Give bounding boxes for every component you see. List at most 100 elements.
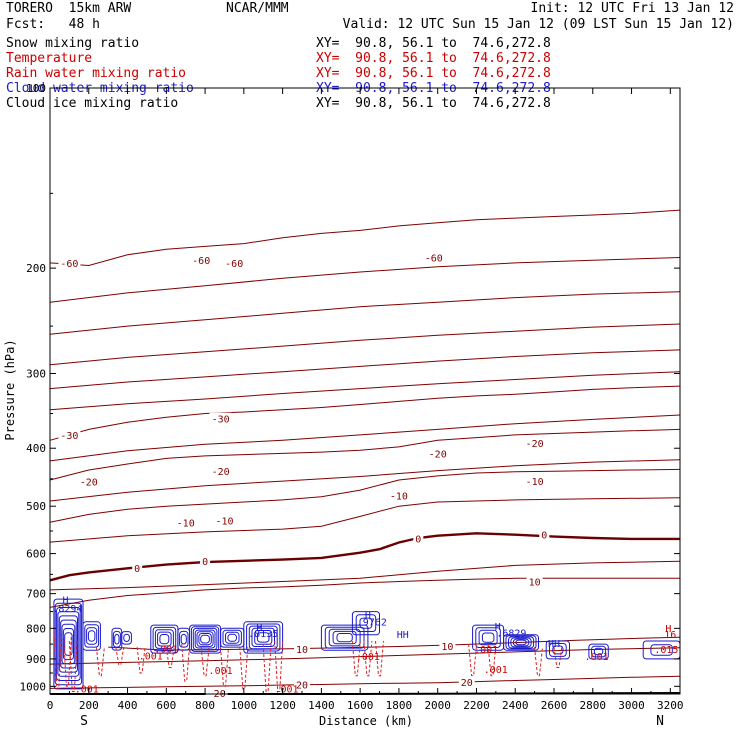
cloud-water-contour: [87, 630, 96, 642]
rain-water-contour: [181, 644, 191, 682]
cloud-water-contour: [320, 624, 369, 651]
cloud-water-contour: [359, 617, 373, 629]
cloud-water-contour: [192, 627, 218, 651]
y-axis-label: Pressure (hPa): [3, 339, 17, 440]
cloud-water-contour: [227, 633, 237, 642]
cloud-water-contour: [545, 640, 571, 660]
isotherm-label-bg: [422, 251, 445, 264]
x-tick-label: 1600: [347, 699, 374, 712]
x-tick-label: 3000: [618, 699, 645, 712]
isotherm-label: 20: [296, 681, 308, 692]
cloud-water-contour: [61, 623, 76, 665]
rain-water-contour: [62, 634, 72, 687]
x-tick-label: 1800: [386, 699, 413, 712]
isotherm-line: [49, 647, 681, 665]
contour-annotation: HH: [548, 639, 560, 650]
contour-annotation: .9762: [357, 618, 387, 629]
isotherm-label-bg: [58, 256, 81, 269]
isotherm-label-bg: [132, 561, 143, 574]
cloud-water-contour: [154, 629, 174, 649]
isotherm-label-bg: [523, 437, 546, 449]
isotherm-label-bg: [190, 254, 213, 267]
cloud-water-contour: [475, 627, 501, 649]
isotherm-label: -20: [429, 449, 447, 460]
cloud-water-contour: [510, 637, 532, 648]
isotherm-label-bg: [205, 687, 228, 700]
isotherm-line: [49, 459, 681, 502]
cloud-water-contour: [114, 633, 120, 645]
xsec-coords-1: XY= 90.8, 56.1 to 74.6,272.8: [316, 36, 551, 51]
cloud-water-contour: [508, 636, 535, 649]
x-tick-label: 1400: [308, 699, 335, 712]
isotherm-line: [49, 532, 680, 582]
contour-annotation: .001: [356, 652, 380, 663]
contour-annotation: .001: [154, 645, 178, 656]
x-tick-label: 1200: [269, 699, 296, 712]
center-label: NCAR/MMM: [226, 1, 289, 16]
contour-annotation: .001: [585, 652, 609, 663]
isotherm-label-bg: [523, 475, 546, 488]
isotherm-label: -60: [192, 256, 210, 267]
x-tick-label: 400: [118, 699, 138, 712]
contour-annotation: H: [665, 624, 671, 635]
cloud-water-contour: [152, 626, 177, 652]
isotherm-line: [49, 385, 681, 441]
isotherm-label: -60: [425, 254, 443, 265]
isotherm-label-bg: [58, 428, 81, 441]
cloud-water-contour: [159, 634, 170, 645]
isotherm-line: [49, 323, 681, 366]
isotherm-label-bg: [209, 465, 232, 478]
cloud-water-contour: [351, 611, 380, 636]
cloud-water-contour: [481, 632, 495, 643]
y-tick-label: 900: [26, 653, 46, 666]
cloud-water-contour: [593, 647, 604, 656]
contour-annotation: .8135: [248, 629, 278, 640]
field-label-cloud-ice: Cloud ice mixing ratio: [6, 96, 179, 111]
cloud-water-contour: [56, 607, 81, 681]
x-tick-label: 3200: [657, 699, 684, 712]
cloud-water-contour: [515, 639, 527, 646]
isotherm-label-bg: [458, 676, 475, 689]
cloud-water-contour: [225, 631, 240, 644]
cloud-water-contour: [82, 621, 101, 651]
x-tick-label: 200: [79, 699, 99, 712]
y-tick-label: 600: [26, 548, 46, 561]
isotherm-label: 20: [461, 678, 473, 689]
x-tick-label: 600: [156, 699, 176, 712]
y-tick-label: 100: [26, 82, 46, 95]
isotherm-line: [49, 428, 681, 481]
isotherm-line: [49, 560, 681, 591]
isotherm-label: -20: [208, 689, 226, 700]
xsec-coords-3: XY= 90.8, 56.1 to 74.6,272.8: [316, 66, 551, 81]
contour-annotation: .001: [274, 685, 298, 696]
isotherm-label-bg: [413, 532, 424, 545]
x-tick-label: 2000: [424, 699, 451, 712]
x-tick-label: 2400: [502, 699, 529, 712]
cloud-water-contour: [328, 628, 361, 647]
isotherm-label: 10: [296, 645, 308, 656]
rain-water-contour: [468, 644, 478, 677]
isotherm-label-bg: [77, 475, 100, 488]
isotherm-label: -10: [390, 492, 408, 503]
forecast-hour: Fcst: 48 h: [6, 17, 100, 32]
valid-time: Valid: 12 UTC Sun 15 Jan 12 (09 LST Sun …: [342, 17, 734, 32]
rain-water-contour: [165, 647, 175, 668]
contour-annotation: .015: [654, 645, 678, 656]
axes-layer: 0 200 400 600 800 1000 1200 1400 1600 1800 2000 220…: [20, 82, 684, 712]
isotherm-label-bg: [294, 642, 310, 655]
cloud-water-contour: [121, 631, 132, 645]
isotherm-line: [49, 414, 681, 462]
x-tick-label: 2800: [580, 699, 607, 712]
x-tick-label: 2200: [463, 699, 490, 712]
y-tick-label: 400: [26, 442, 46, 455]
contour-annotation: .001: [209, 666, 233, 677]
isotherm-label: 0: [134, 564, 140, 575]
model-title: TORERO 15km ARW: [6, 1, 132, 16]
isotherm-label: 0: [541, 531, 547, 542]
rain-water-contour: [274, 640, 284, 692]
cloud-water-contour: [324, 626, 365, 649]
xsec-coords-2: XY= 90.8, 56.1 to 74.6,272.8: [316, 51, 551, 66]
isotherm-label-bg: [294, 678, 310, 691]
contour-annotation: H: [62, 596, 68, 607]
cloud-water-contour: [62, 628, 75, 661]
